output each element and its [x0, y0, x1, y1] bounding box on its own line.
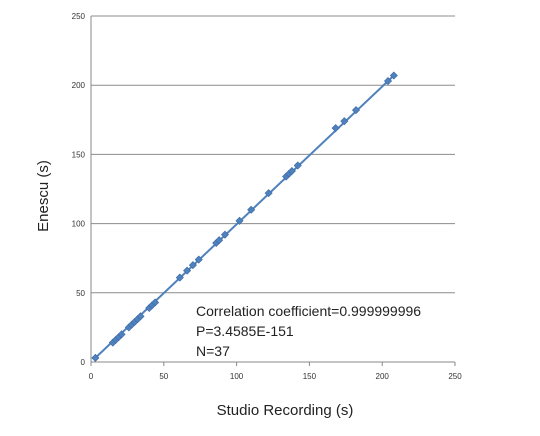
x-tick-label: 50 — [159, 372, 168, 381]
data-points — [91, 71, 398, 362]
x-axis-title: Studio Recording (s) — [217, 402, 354, 419]
y-tick-label: 100 — [72, 220, 86, 229]
data-point — [293, 161, 302, 170]
data-point — [235, 216, 244, 225]
data-point — [389, 71, 398, 80]
y-tick-label: 150 — [72, 150, 86, 159]
y-tick-label: 200 — [72, 81, 86, 90]
data-point — [340, 117, 349, 126]
data-point — [117, 330, 126, 339]
annotation-correlation: Correlation coefficient=0.999999996 — [196, 303, 421, 319]
data-point — [287, 166, 296, 176]
data-point — [264, 189, 273, 198]
data-point — [383, 77, 393, 86]
data-point — [91, 353, 100, 362]
x-tick-label: 150 — [303, 372, 317, 381]
data-point — [215, 236, 224, 245]
y-tick-labels: 0 50 100 150 200 250 — [72, 12, 86, 367]
x-tick-label: 200 — [376, 372, 390, 381]
data-point — [136, 312, 145, 321]
x-tick-label: 0 — [89, 372, 94, 381]
data-point — [188, 261, 197, 270]
annotation-p-value: P=3.4585E-151 — [196, 323, 294, 339]
x-tick-label: 100 — [230, 372, 244, 381]
data-point — [220, 230, 229, 239]
data-point — [331, 124, 340, 133]
data-point — [351, 106, 361, 115]
y-tick-label: 0 — [81, 358, 86, 367]
y-tick-label: 50 — [76, 289, 85, 298]
y-axis-title: Enescu (s) — [35, 160, 52, 232]
gridlines — [91, 15, 455, 294]
data-point — [183, 266, 192, 275]
data-point — [151, 298, 160, 307]
data-point — [194, 255, 203, 264]
annotation-n: N=37 — [196, 343, 230, 359]
x-tick-labels: 0 50 100 150 200 250 — [89, 362, 462, 381]
data-point — [247, 205, 256, 214]
y-tick-label: 250 — [72, 12, 86, 21]
x-tick-label: 250 — [448, 372, 462, 381]
data-point — [175, 273, 184, 282]
